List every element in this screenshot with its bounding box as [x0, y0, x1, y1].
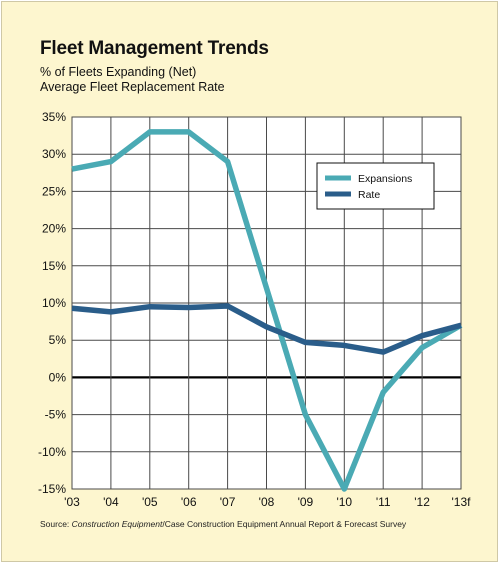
- legend: Expansions Rate: [316, 162, 435, 210]
- y-tick-label: 20%: [42, 222, 66, 236]
- y-tick-label: 25%: [42, 184, 66, 198]
- x-tick-label: '07: [220, 495, 236, 509]
- legend-label-rate: Rate: [358, 189, 380, 201]
- x-tick-label: '11: [376, 495, 391, 509]
- legend-box: [316, 162, 435, 210]
- y-tick-label: -10%: [38, 445, 66, 459]
- source-note: Source: Construction Equipment/Case Cons…: [40, 519, 406, 529]
- y-tick-label: -5%: [45, 408, 67, 422]
- source-prefix: Source:: [40, 519, 72, 529]
- y-axis-tick-labels: 35% 30% 25% 20% 15% 10% 5% 0% -5% -10% -15%: [38, 110, 66, 496]
- subtitle-line-1: % of Fleets Expanding (Net): [40, 65, 197, 79]
- x-tick-label: '04: [103, 495, 119, 509]
- x-tick-label: '10: [336, 495, 352, 509]
- y-tick-label: 35%: [42, 110, 66, 124]
- x-tick-label: '09: [298, 495, 314, 509]
- subtitle-line-2: Average Fleet Replacement Rate: [40, 80, 225, 94]
- x-tick-label: '03: [64, 495, 80, 509]
- x-tick-label: '06: [181, 495, 197, 509]
- y-tick-label: 5%: [49, 333, 67, 347]
- y-tick-label: 10%: [42, 296, 66, 310]
- gridlines: [71, 116, 462, 490]
- x-tick-label: '08: [259, 495, 275, 509]
- source-publication: Construction Equipment: [71, 519, 163, 529]
- legend-label-expansions: Expansions: [358, 173, 412, 185]
- x-axis-tick-labels: '03 '04 '05 '06 '07 '08 '09 '10 '11 '12 '13f: [64, 495, 471, 509]
- chart-subtitle: % of Fleets Expanding (Net) Average Flee…: [40, 65, 225, 95]
- series-line-expansions: [71, 129, 463, 492]
- chart-title: Fleet Management Trends: [40, 38, 269, 59]
- y-tick-label: 15%: [42, 259, 66, 273]
- series-line-rate: [71, 303, 462, 355]
- y-tick-label: 30%: [42, 147, 66, 161]
- data-series: [71, 129, 463, 492]
- x-tick-label: '12: [414, 495, 430, 509]
- plot-border: [71, 116, 462, 490]
- x-tick-label: '05: [142, 495, 158, 509]
- source-rest: /Case Construction Equipment Annual Repo…: [162, 519, 407, 529]
- y-tick-label: 0%: [49, 370, 67, 384]
- x-tick-label: '13f: [452, 495, 472, 509]
- y-tick-label: -15%: [38, 482, 66, 496]
